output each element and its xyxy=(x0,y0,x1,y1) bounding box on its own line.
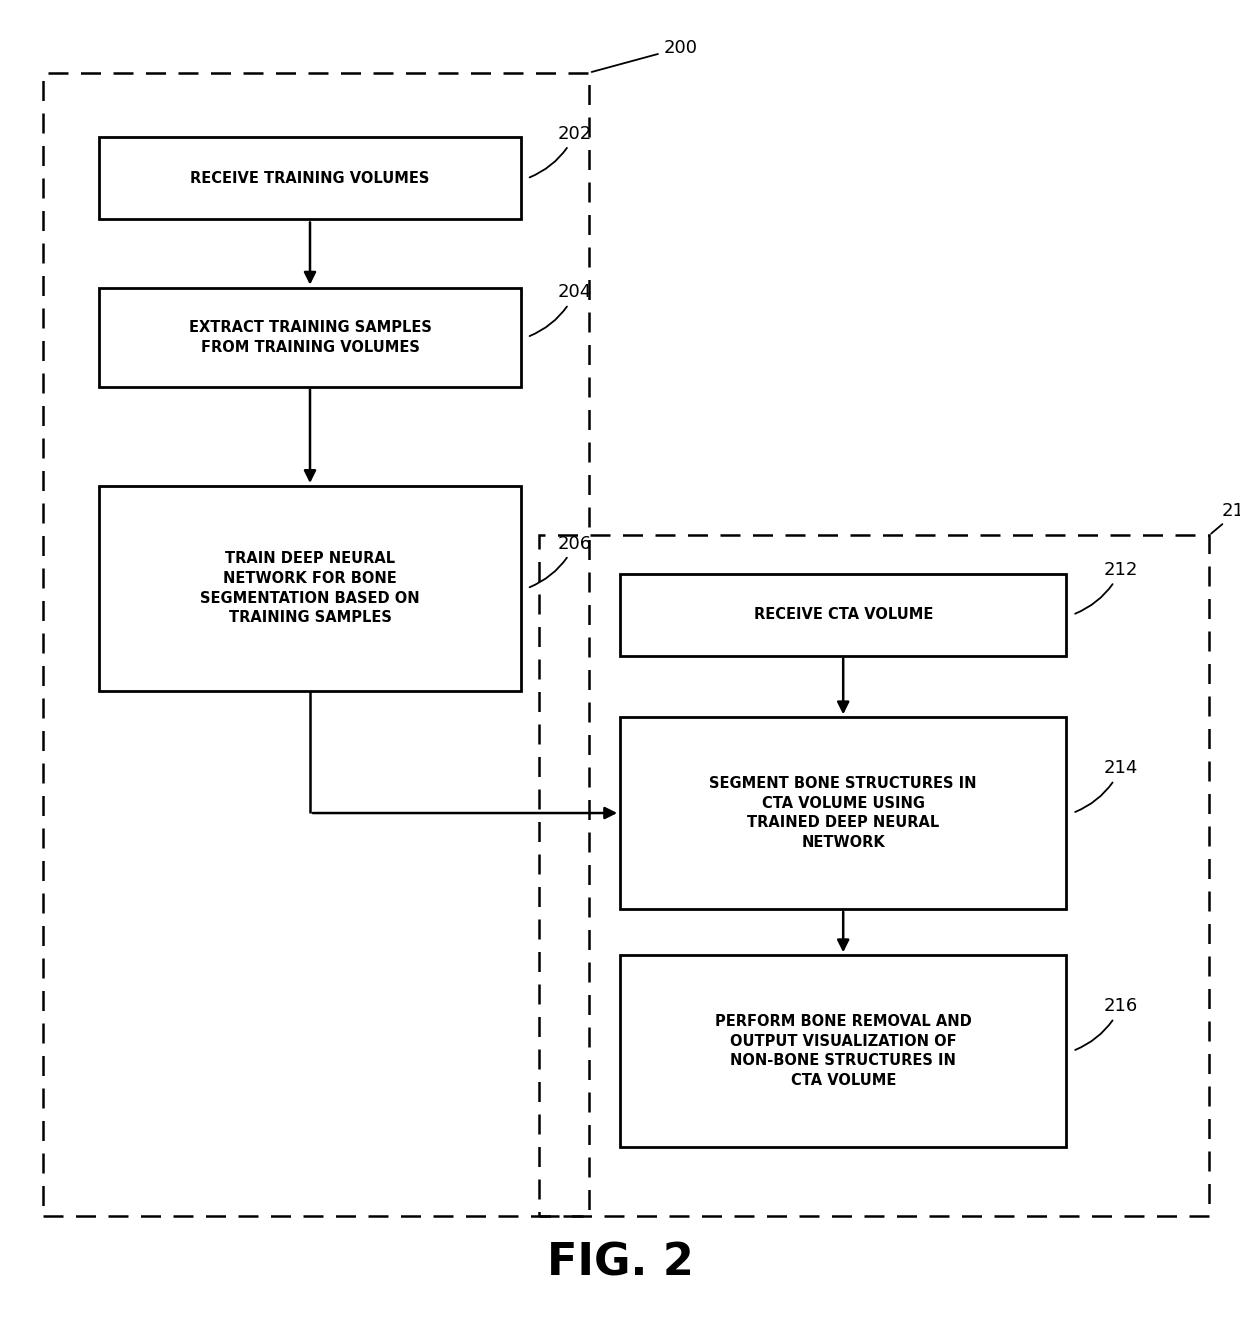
Text: 212: 212 xyxy=(1075,561,1138,613)
Text: FIG. 2: FIG. 2 xyxy=(547,1241,693,1284)
Text: 202: 202 xyxy=(529,124,593,177)
Text: TRAIN DEEP NEURAL
NETWORK FOR BONE
SEGMENTATION BASED ON
TRAINING SAMPLES: TRAIN DEEP NEURAL NETWORK FOR BONE SEGME… xyxy=(200,551,420,625)
Text: 204: 204 xyxy=(529,283,593,336)
Text: 214: 214 xyxy=(1075,759,1138,812)
Text: EXTRACT TRAINING SAMPLES
FROM TRAINING VOLUMES: EXTRACT TRAINING SAMPLES FROM TRAINING V… xyxy=(188,320,432,354)
Bar xyxy=(539,535,1209,1216)
Bar xyxy=(99,486,521,690)
Bar xyxy=(99,137,521,219)
Bar xyxy=(620,954,1066,1146)
Text: 216: 216 xyxy=(1075,997,1138,1050)
Text: RECEIVE TRAINING VOLUMES: RECEIVE TRAINING VOLUMES xyxy=(190,171,430,186)
Text: SEGMENT BONE STRUCTURES IN
CTA VOLUME USING
TRAINED DEEP NEURAL
NETWORK: SEGMENT BONE STRUCTURES IN CTA VOLUME US… xyxy=(709,776,977,850)
Text: 210: 210 xyxy=(1211,501,1240,534)
Text: RECEIVE CTA VOLUME: RECEIVE CTA VOLUME xyxy=(754,607,932,623)
Text: 200: 200 xyxy=(591,38,697,71)
Bar xyxy=(99,288,521,386)
Bar xyxy=(620,717,1066,910)
Text: PERFORM BONE REMOVAL AND
OUTPUT VISUALIZATION OF
NON-BONE STRUCTURES IN
CTA VOLU: PERFORM BONE REMOVAL AND OUTPUT VISUALIZ… xyxy=(714,1014,972,1088)
Text: 206: 206 xyxy=(529,534,593,587)
Bar xyxy=(620,574,1066,656)
Bar xyxy=(43,73,589,1216)
